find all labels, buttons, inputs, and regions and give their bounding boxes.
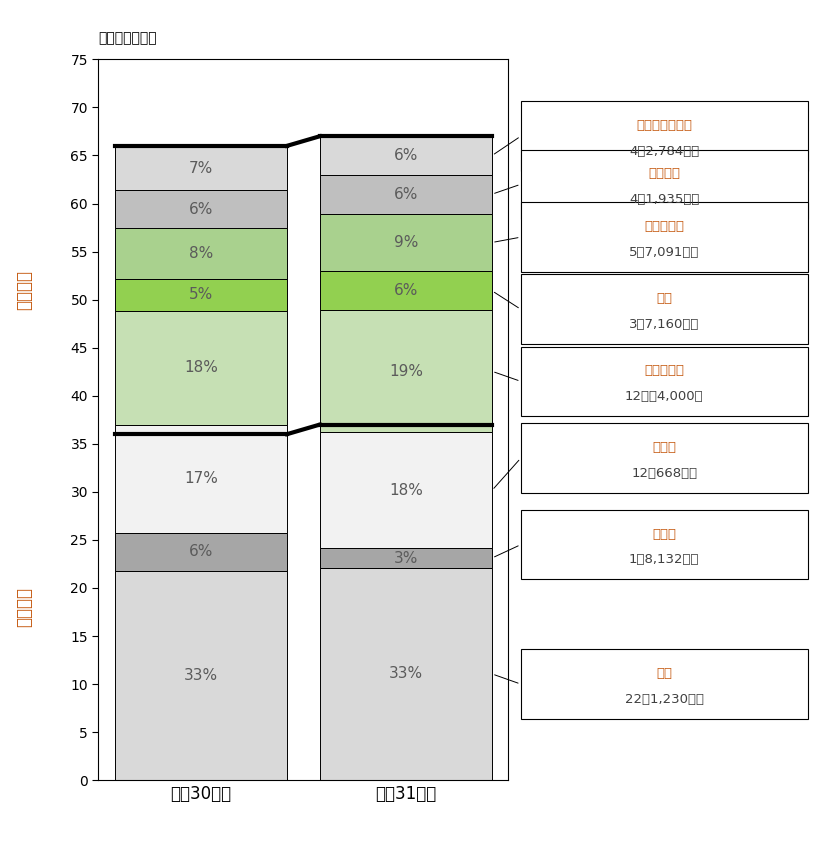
FancyBboxPatch shape xyxy=(520,347,807,416)
Bar xyxy=(115,190,287,228)
Text: 譲与税・交付金: 譲与税・交付金 xyxy=(636,120,691,132)
Text: 国庫支出金: 国庫支出金 xyxy=(644,220,683,233)
Text: 22億1,230万円: 22億1,230万円 xyxy=(624,693,703,706)
Bar xyxy=(115,533,287,571)
Bar xyxy=(115,228,287,279)
Text: 5億7,091万円: 5億7,091万円 xyxy=(628,246,699,259)
Text: 4億1,935万円: 4億1,935万円 xyxy=(628,193,699,206)
Text: 町債: 町債 xyxy=(655,293,672,305)
FancyBboxPatch shape xyxy=(520,510,807,579)
Bar xyxy=(115,425,287,533)
Text: 33%: 33% xyxy=(183,668,218,683)
Text: 18%: 18% xyxy=(388,483,423,498)
Bar xyxy=(319,175,491,214)
Text: 6%: 6% xyxy=(393,283,418,298)
Text: 県支出金: 県支出金 xyxy=(647,167,680,181)
Text: 18%: 18% xyxy=(183,360,218,376)
Bar xyxy=(319,567,491,780)
Text: 諸収入: 諸収入 xyxy=(651,527,676,541)
Text: （単位：億円）: （単位：億円） xyxy=(98,31,156,45)
Bar xyxy=(319,310,491,432)
Text: 33%: 33% xyxy=(388,667,423,682)
Text: 12億668万円: 12億668万円 xyxy=(631,467,696,480)
FancyBboxPatch shape xyxy=(520,102,807,171)
Text: 17%: 17% xyxy=(183,471,218,487)
FancyBboxPatch shape xyxy=(520,423,807,493)
Text: 3億7,160万円: 3億7,160万円 xyxy=(628,318,699,331)
Text: 19%: 19% xyxy=(388,364,423,379)
Bar xyxy=(319,137,491,175)
Bar xyxy=(115,279,287,310)
Text: 3%: 3% xyxy=(393,550,418,566)
Text: 8%: 8% xyxy=(188,246,213,261)
Bar xyxy=(115,146,287,190)
Text: その他: その他 xyxy=(651,441,676,455)
Bar xyxy=(319,214,491,271)
Text: 6%: 6% xyxy=(188,202,213,217)
Text: 12億円4,000円: 12億円4,000円 xyxy=(624,390,703,403)
Text: 6%: 6% xyxy=(188,544,213,560)
Text: 1億8,132万円: 1億8,132万円 xyxy=(628,554,699,566)
Text: 5%: 5% xyxy=(188,287,213,303)
Text: 6%: 6% xyxy=(393,187,418,202)
Text: 7%: 7% xyxy=(188,160,213,176)
FancyBboxPatch shape xyxy=(520,203,807,272)
Bar xyxy=(319,271,491,310)
Text: 4億2,784万円: 4億2,784万円 xyxy=(628,145,699,158)
Bar xyxy=(115,571,287,780)
FancyBboxPatch shape xyxy=(520,149,807,219)
FancyBboxPatch shape xyxy=(520,650,807,719)
Bar xyxy=(319,549,491,567)
Text: 地方交付税: 地方交付税 xyxy=(644,365,683,377)
Text: 9%: 9% xyxy=(393,235,418,250)
Bar xyxy=(319,432,491,549)
Text: 依存財源: 依存財源 xyxy=(16,270,34,310)
Text: 町税: 町税 xyxy=(655,667,672,680)
FancyBboxPatch shape xyxy=(520,275,807,344)
Text: 6%: 6% xyxy=(393,148,418,163)
Text: 自主財源: 自主財源 xyxy=(16,587,34,628)
Bar xyxy=(115,310,287,425)
